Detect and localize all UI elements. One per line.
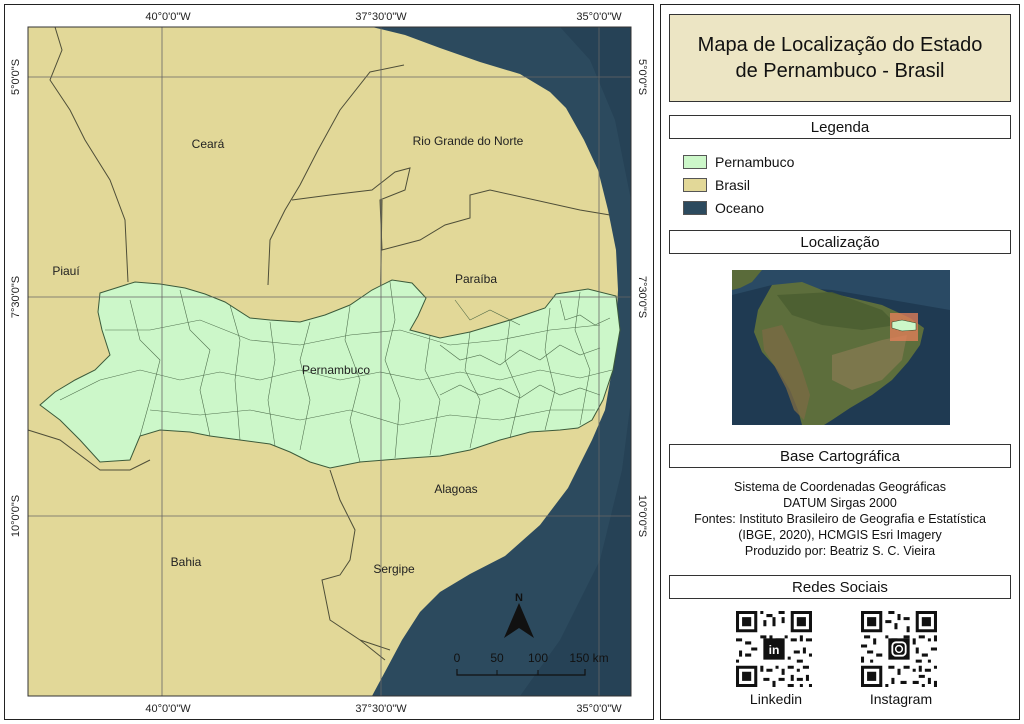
legend-swatch-pernambuco [683,155,707,169]
label-ceara: Ceará [192,137,225,151]
grat-left-3: 10°0'0"S [10,495,22,537]
sidebar-frame [660,4,1020,720]
north-label: N [515,592,523,604]
social-heading: Redes Sociais [669,575,1011,599]
main-map[interactable]: 40°0'0"W 37°30'0"W 35°0'0"W 40°0'0"W 37°… [0,0,655,724]
graticule [28,27,631,696]
grat-left-2: 7°30'0"S [10,276,22,318]
scale-label-150: 150 km [569,651,608,665]
map-border [27,26,632,697]
label-rn: Rio Grande do Norte [413,134,524,148]
label-pernambuco: Pernambuco [302,363,370,377]
legend-item-oceano: Oceano [683,199,764,217]
map-frame [4,4,654,720]
scale-bar: 0 50 100 150 km [454,651,609,676]
linkedin-label[interactable]: Linkedin [749,691,803,707]
ocean-deep [520,27,631,696]
label-sergipe: Sergipe [373,562,415,576]
municipality-lines [59,281,613,463]
grat-right-1: 5°0'0"S [636,59,648,95]
grat-bottom-3: 35°0'0"W [576,703,622,715]
legend-label: Pernambuco [715,154,795,170]
legend-swatch-oceano [683,201,707,215]
map-title: Mapa de Localização do Estado de Pernamb… [669,14,1011,102]
grat-top-1: 40°0'0"W [145,11,191,23]
grat-top-2: 37°30'0"W [355,11,407,23]
ocean-area [372,27,631,696]
base-line: Fontes: Instituto Brasileiro de Geografi… [694,512,986,526]
grat-left-1: 5°0'0"S [10,59,22,95]
scale-label-50: 50 [490,651,504,665]
instagram-icon [891,641,907,657]
base-line: Produzido por: Beatriz S. C. Vieira [744,544,936,558]
label-bahia: Bahia [171,555,202,569]
linkedin-icon: in [769,643,780,657]
legend-item-pernambuco: Pernambuco [683,153,794,171]
legend-heading: Legenda [669,115,1011,139]
base-line: Sistema de Coordenadas Geográficas [734,480,946,494]
label-piaui: Piauí [52,264,80,278]
instagram-label[interactable]: Instagram [869,691,933,707]
base-line: (IBGE, 2020), HCMGIS Esri Imagery [738,528,942,542]
grat-right-3: 10°0'0"S [636,495,648,537]
north-arrow: N [504,592,534,638]
scale-label-100: 100 [528,651,548,665]
grat-bottom-1: 40°0'0"W [145,703,191,715]
legend-label: Oceano [715,200,765,216]
grat-right-2: 7°30'0"S [636,276,648,318]
base-line: DATUM Sirgas 2000 [783,496,897,510]
legend-label: Brasil [715,177,751,193]
grat-top-3: 35°0'0"W [576,11,622,23]
base-heading: Base Cartográfica [669,444,1011,468]
label-alagoas: Alagoas [434,482,477,496]
location-inset-map[interactable] [732,270,950,425]
base-text-block: Sistema de Coordenadas Geográficas DATUM… [669,479,1011,559]
linkedin-qr-code[interactable]: in [736,611,812,687]
instagram-qr-code[interactable] [861,611,937,687]
legend-swatch-brasil [683,178,707,192]
scale-label-0: 0 [454,651,461,665]
grat-bottom-2: 37°30'0"W [355,703,407,715]
pernambuco-shape[interactable] [39,279,621,469]
legend-item-brasil: Brasil [683,176,750,194]
label-paraiba: Paraíba [455,272,497,286]
location-heading: Localização [669,230,1011,254]
